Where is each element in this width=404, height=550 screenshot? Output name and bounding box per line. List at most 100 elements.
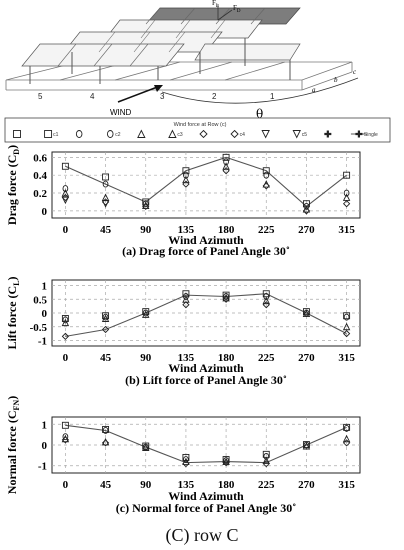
chart-panel: 0 0.2 0.4 0.6 0 45 90 135 180 225 270 315 Wind Azimu… <box>5 145 361 258</box>
data-point <box>263 452 270 460</box>
x-tick-label: 270 <box>298 479 315 491</box>
row-number: 2 <box>212 92 217 101</box>
data-point <box>262 460 270 468</box>
data-point <box>342 200 351 208</box>
data-point <box>302 308 310 316</box>
y-tick-label: -0.5 <box>30 322 48 334</box>
x-tick-label: 90 <box>140 479 152 491</box>
x-tick-label: 225 <box>258 224 275 236</box>
data-point <box>101 325 110 334</box>
data-point <box>102 312 110 320</box>
data-point <box>342 439 351 447</box>
legend-marker <box>199 129 208 139</box>
chart-legend: Wind force at Row (c) c1 c2 c3 c4 c5 Single <box>4 117 391 143</box>
y-tick-label: 0 <box>42 440 48 452</box>
data-point <box>102 427 109 434</box>
legend-marker <box>168 129 177 138</box>
x-tick-label: 225 <box>258 352 275 364</box>
x-tick-label: 180 <box>218 352 235 364</box>
lift-vector-label: FL <box>212 0 219 9</box>
x-tick-label: 180 <box>218 224 235 236</box>
y-tick-label: 0.5 <box>33 294 47 306</box>
legend-label: c3 <box>177 132 183 138</box>
series-line <box>65 293 347 337</box>
y-axis-label: Lift force (CL) <box>5 276 21 349</box>
data-point <box>303 202 310 210</box>
data-point <box>182 167 190 175</box>
legend-marker <box>292 130 301 139</box>
plot-frame <box>51 151 361 219</box>
theta-label: θ <box>256 107 263 121</box>
data-point <box>222 167 230 175</box>
y-tick-label: -1 <box>38 336 47 348</box>
row-number: 5 <box>38 92 43 101</box>
data-point <box>262 167 270 175</box>
series-line <box>65 424 347 464</box>
data-point <box>102 425 110 433</box>
y-tick-label: 1 <box>42 281 48 293</box>
data-point <box>302 309 311 317</box>
x-tick-label: 90 <box>140 352 152 364</box>
data-point <box>61 421 69 429</box>
data-point <box>142 202 150 211</box>
data-point <box>182 301 190 309</box>
data-point <box>182 175 190 184</box>
x-tick-label: 90 <box>140 224 152 236</box>
plot-frame <box>51 416 361 474</box>
solar-panels <box>21 7 301 84</box>
data-point <box>101 200 110 208</box>
x-tick-label: 135 <box>178 479 195 491</box>
legend-title: Wind force at Row (c) <box>174 122 227 128</box>
drag-vector-label: FD <box>233 4 241 14</box>
row-letter: a <box>312 86 316 94</box>
x-tick-label: 315 <box>338 352 355 364</box>
legend-marker <box>13 130 21 138</box>
data-point <box>101 439 110 447</box>
data-point <box>343 423 351 431</box>
legend-marker <box>106 130 114 138</box>
data-point <box>61 162 69 170</box>
chart-panel: -1 -0.5 0 0.51 0 45 90 135 180 225 270 315 Wind Azim… <box>5 276 361 387</box>
charts-group: 0 0.2 0.4 0.6 0 45 90 135 180 225 270 315 Wind Azimu… <box>5 145 361 515</box>
x-axis-label: Wind Azimuth <box>168 361 244 375</box>
ground-grid <box>5 61 353 91</box>
data-point <box>302 442 311 450</box>
x-tick-label: 315 <box>338 224 355 236</box>
chart-panel: -1 0 1 0 45 90 135 180 225 270 315 Wind Azimuth Norm… <box>5 396 361 515</box>
data-point <box>142 200 149 208</box>
data-point <box>263 171 270 179</box>
x-tick-label: 225 <box>258 479 275 491</box>
wind-label: WIND <box>110 108 132 117</box>
wind-arrow: WIND <box>110 85 163 117</box>
data-point <box>61 436 70 444</box>
x-tick-label: 45 <box>100 479 112 491</box>
legend-box <box>4 117 391 143</box>
panel-array-schematic: FL FD 5 4 3 2 1 WIND θ a b c <box>5 0 359 121</box>
data-point <box>222 295 230 303</box>
data-point <box>343 171 351 179</box>
chart-title: (b) Lift force of Panel Angle 30˚ <box>125 373 287 387</box>
plot-frame <box>51 279 361 347</box>
data-point <box>342 329 351 338</box>
row-number: 1 <box>270 92 275 101</box>
data-point <box>102 313 109 321</box>
y-tick-label: 1 <box>42 419 48 431</box>
data-point <box>223 293 229 300</box>
data-point <box>61 332 70 341</box>
row-numbers: 5 4 3 2 1 <box>38 92 275 101</box>
y-tick-label: 0.6 <box>33 152 47 164</box>
data-point <box>102 173 110 181</box>
legend-marker <box>324 130 332 138</box>
x-tick-label: 135 <box>178 352 195 364</box>
legend-marker <box>44 130 53 138</box>
data-point <box>222 153 230 161</box>
data-point <box>142 309 149 317</box>
row-letter: b <box>334 76 338 84</box>
legend-label: c2 <box>115 132 121 138</box>
data-point <box>222 291 230 299</box>
y-tick-label: 0 <box>42 308 48 320</box>
legend-label: c4 <box>240 132 246 138</box>
data-point <box>101 314 110 322</box>
row-number: 3 <box>160 92 165 101</box>
